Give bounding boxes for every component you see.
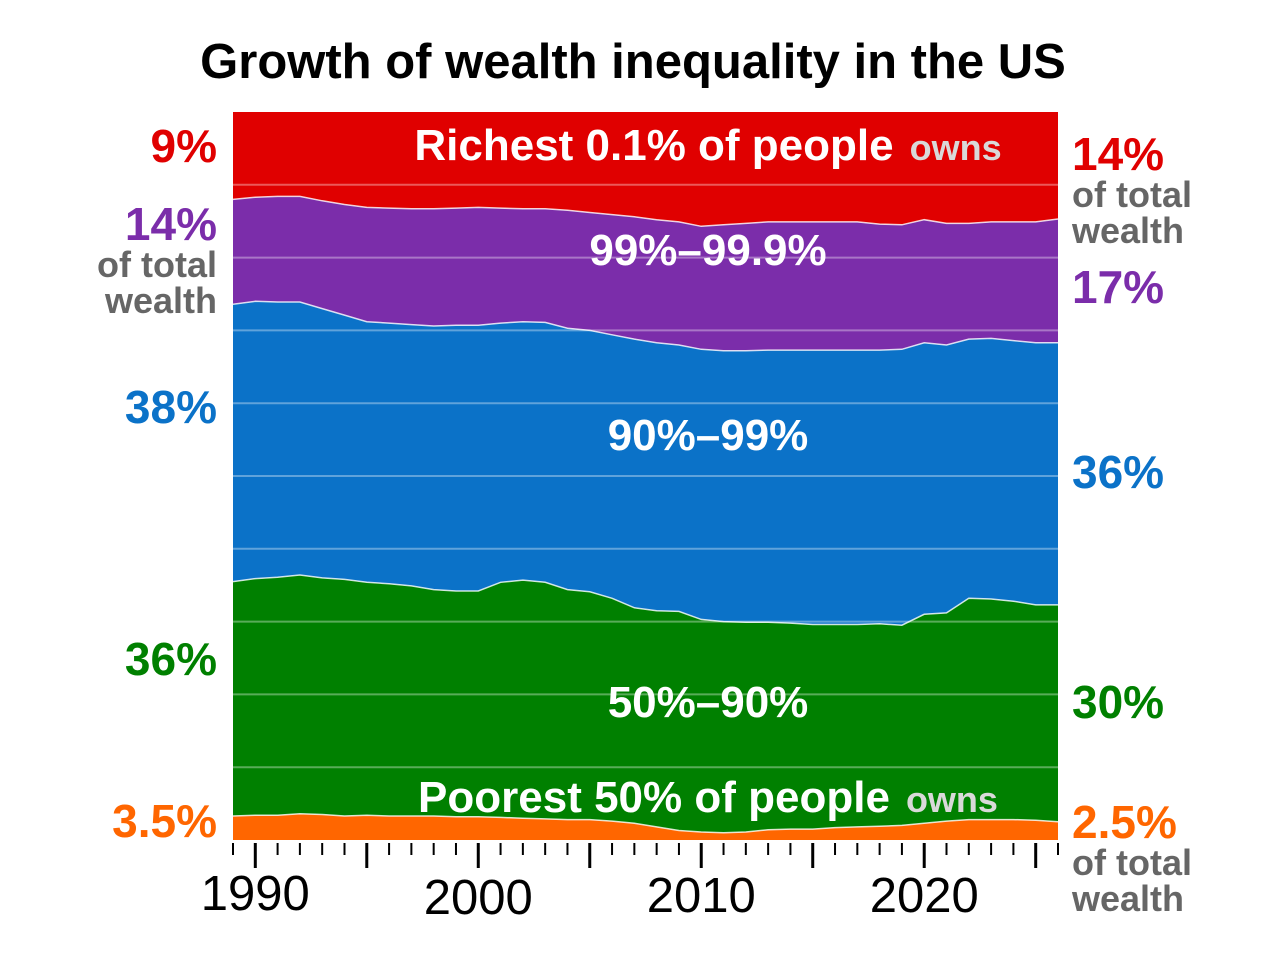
x-tick-label-2010: 2010: [647, 869, 756, 923]
in-label-suffix: owns: [910, 127, 1002, 168]
in-label-p90_99: 90%–99%: [608, 411, 809, 460]
in-label-main: Richest 0.1% of people: [414, 121, 893, 170]
left-label-p50_90: 36%: [125, 633, 217, 685]
left-label-sub1: of total: [97, 244, 217, 285]
in-label-main: 99%–99.9%: [589, 226, 826, 275]
x-tick-label-2000: 2000: [424, 871, 533, 925]
right-label-p50_90: 30%: [1072, 676, 1164, 728]
left-label-p99_999: 14%: [125, 198, 217, 250]
in-label-main: Poorest 50% of people: [418, 773, 890, 822]
area-boundaries: [232, 195, 1059, 834]
in-label-main: 50%–90%: [608, 678, 809, 727]
boundary-line-3: [232, 300, 1058, 352]
left-label-p999_100: 9%: [151, 120, 217, 172]
right-label-sub1: of total: [1072, 174, 1192, 215]
right-label-p90_99: 36%: [1072, 446, 1164, 498]
in-label-p999_100: Richest 0.1% of people owns: [414, 121, 1001, 170]
left-label-p90_99: 38%: [125, 381, 217, 433]
left-label-p0_50: 3.5%: [112, 795, 217, 847]
gridlines: [233, 183, 1058, 769]
x-tick-label-1990: 1990: [201, 867, 310, 921]
in-area-labels: Richest 0.1% of people owns 99%–99.9% 90%–9…: [414, 121, 1001, 822]
x-axis: 1990 2000 2010 2020: [201, 843, 1059, 925]
area-p99_999: [233, 196, 1058, 351]
in-label-p50_90: 50%–90%: [608, 678, 809, 727]
in-label-main: 90%–99%: [608, 411, 809, 460]
in-label-p0_50: Poorest 50% of people owns: [418, 773, 998, 822]
boundary-line-1: [232, 813, 1059, 834]
in-label-p99_999: 99%–99.9%: [589, 226, 826, 275]
right-label-sub2: wealth: [1071, 878, 1184, 919]
x-tick-label-2020: 2020: [870, 869, 979, 923]
right-label-p0_50: 2.5%: [1072, 796, 1177, 848]
right-label-p999_100: 14%: [1072, 128, 1164, 180]
in-label-suffix: owns: [906, 779, 998, 820]
left-label-sub2: wealth: [104, 280, 217, 321]
chart-title: Growth of wealth inequality in the US: [200, 35, 1066, 89]
area-p50_90: [233, 575, 1058, 833]
area-p0_50: [233, 813, 1058, 840]
area-p999_100: [233, 112, 1058, 227]
boundary-line-4: [232, 195, 1059, 228]
right-label-sub1: of total: [1072, 842, 1192, 883]
area-p90_99: [233, 301, 1058, 626]
right-label-sub2: wealth: [1071, 210, 1184, 251]
stacked-areas: [233, 112, 1058, 840]
boundary-line-2: [232, 574, 1058, 626]
right-label-p99_999: 17%: [1072, 261, 1164, 313]
